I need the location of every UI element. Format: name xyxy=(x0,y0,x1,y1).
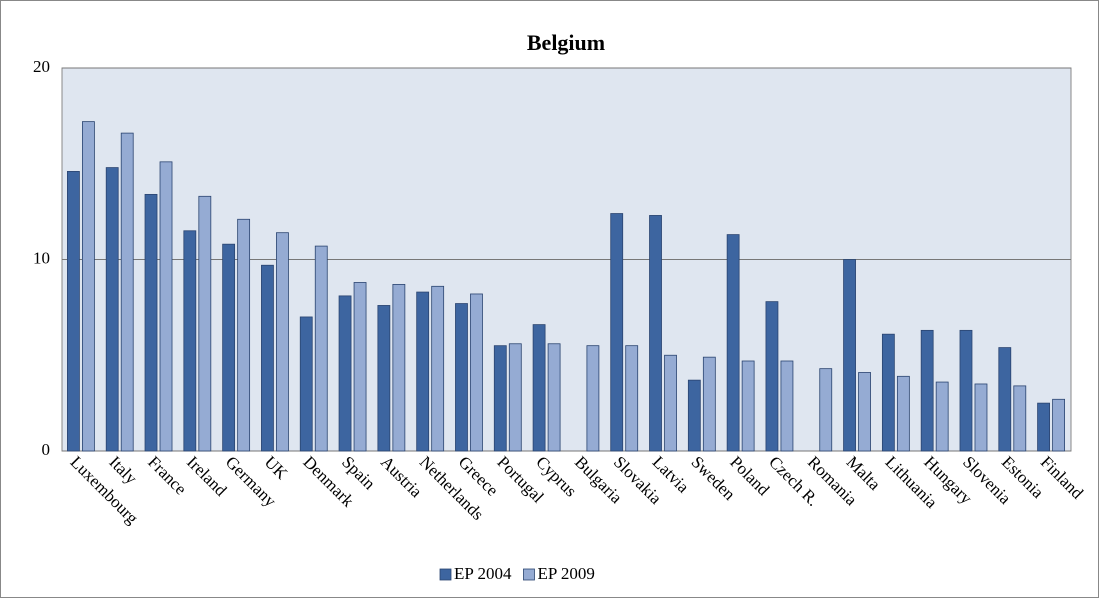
bar xyxy=(144,193,158,452)
bar xyxy=(338,295,352,452)
bar xyxy=(493,345,507,452)
legend-label: EP 2009 xyxy=(537,564,594,583)
y-tick-label: 20 xyxy=(33,57,50,76)
bar xyxy=(261,264,274,452)
bar xyxy=(741,360,755,452)
bar xyxy=(67,171,80,452)
bar xyxy=(664,354,677,452)
bar xyxy=(431,285,445,452)
bar xyxy=(470,293,483,452)
bar xyxy=(702,356,716,452)
legend-swatch xyxy=(439,568,452,581)
y-tick-label: 0 xyxy=(42,440,51,459)
legend-label: EP 2004 xyxy=(454,564,512,583)
bar xyxy=(82,121,95,452)
chart-title: Belgium xyxy=(527,30,605,55)
bar xyxy=(819,368,833,452)
bar xyxy=(508,343,522,452)
bar xyxy=(959,329,973,452)
bar xyxy=(1037,402,1050,452)
bar xyxy=(222,243,236,452)
bar xyxy=(780,360,794,452)
bar xyxy=(765,301,779,452)
bar xyxy=(687,379,701,452)
bar xyxy=(998,347,1012,452)
bar xyxy=(625,345,639,452)
bar xyxy=(183,230,197,452)
bar xyxy=(455,303,468,452)
bar xyxy=(881,333,895,452)
bar xyxy=(586,345,600,452)
bar xyxy=(416,291,430,452)
bar xyxy=(159,161,173,452)
bar xyxy=(649,215,662,452)
bar xyxy=(547,343,561,452)
bar xyxy=(120,132,134,452)
bar xyxy=(532,324,546,452)
bar xyxy=(198,195,212,452)
bar xyxy=(299,316,313,452)
bar xyxy=(920,329,934,452)
bar xyxy=(353,282,367,452)
bar xyxy=(843,259,856,452)
legend-swatch xyxy=(523,568,535,581)
y-tick-label: 10 xyxy=(33,248,50,267)
bar xyxy=(105,167,119,452)
bar xyxy=(858,372,871,452)
bar xyxy=(1013,385,1027,452)
bar xyxy=(1052,398,1065,452)
bar xyxy=(237,218,251,452)
bar xyxy=(276,232,289,452)
bar xyxy=(935,381,949,452)
bar xyxy=(896,375,910,452)
bar xyxy=(392,283,406,452)
bar xyxy=(726,234,740,452)
bar xyxy=(610,213,624,452)
bar xyxy=(377,305,391,452)
bar xyxy=(314,245,328,452)
bar xyxy=(974,383,988,452)
